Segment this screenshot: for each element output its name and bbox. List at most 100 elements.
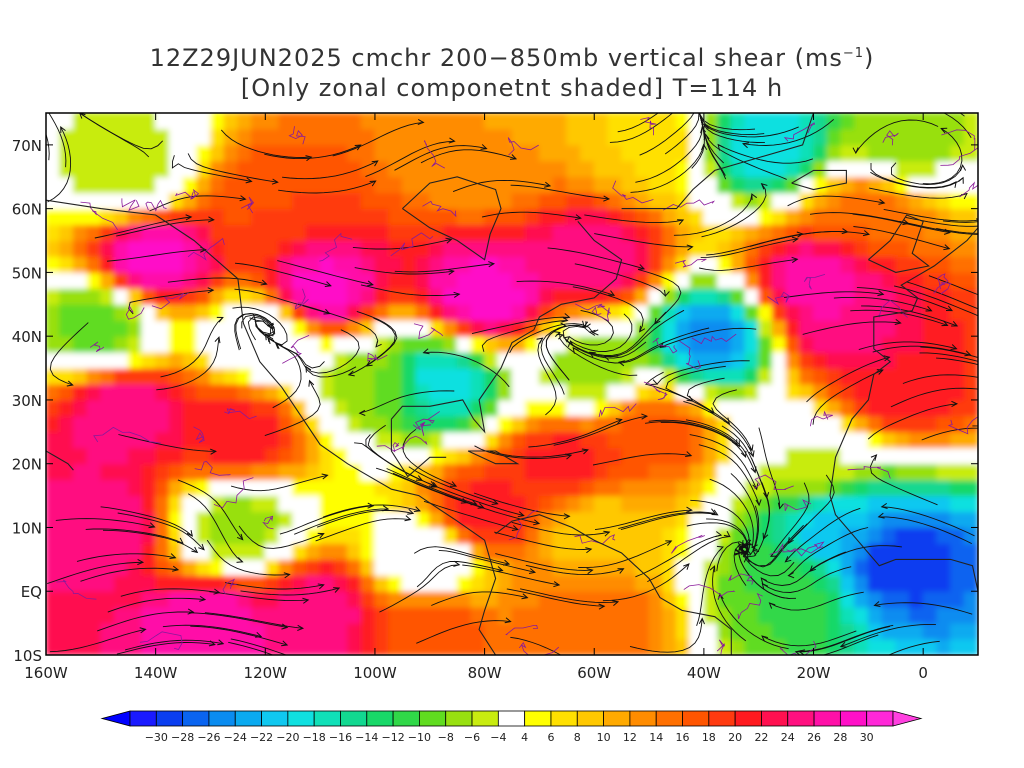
shade-cell bbox=[785, 431, 801, 449]
shade-cell bbox=[456, 447, 472, 465]
shade-cell bbox=[717, 240, 732, 257]
streamline bbox=[204, 612, 303, 629]
wind-contour bbox=[125, 305, 145, 320]
streamline-arrowhead bbox=[608, 290, 616, 296]
shade-cell bbox=[854, 606, 869, 624]
shade-cell bbox=[511, 542, 527, 560]
shade-cell bbox=[347, 574, 362, 592]
shade-cell bbox=[442, 383, 458, 401]
colorbar-label: −30 bbox=[145, 731, 168, 744]
shade-cell bbox=[141, 558, 157, 576]
shade-cell bbox=[442, 511, 458, 528]
shade-cell bbox=[497, 399, 513, 417]
shade-cell bbox=[936, 574, 952, 592]
colorbar-swatch bbox=[471, 710, 499, 727]
streamline bbox=[413, 546, 510, 565]
shade-cell bbox=[388, 526, 403, 544]
shade-cell bbox=[813, 287, 828, 305]
shade-cell bbox=[442, 495, 458, 513]
shade-cell bbox=[730, 113, 746, 130]
shade-cell bbox=[525, 367, 540, 385]
shade-cell bbox=[826, 415, 842, 433]
shade-cell bbox=[580, 399, 595, 417]
shade-cell bbox=[703, 287, 719, 305]
streamline-arrowhead bbox=[617, 360, 626, 367]
shade-cell bbox=[908, 431, 924, 449]
streamline bbox=[46, 132, 50, 161]
shade-cell bbox=[799, 399, 815, 417]
shade-cell bbox=[442, 367, 458, 385]
shade-cell bbox=[675, 463, 691, 481]
shade-cell bbox=[237, 383, 253, 401]
shade-cell bbox=[881, 367, 897, 385]
streamline-arrowhead bbox=[504, 617, 512, 624]
streamline bbox=[840, 623, 936, 648]
shade-cell bbox=[168, 319, 184, 337]
shade-cell bbox=[59, 558, 74, 576]
shade-cell bbox=[182, 335, 198, 353]
streamline-arrowhead bbox=[271, 178, 279, 185]
shade-cell bbox=[155, 415, 170, 433]
shade-cell bbox=[552, 399, 568, 417]
shade-cell bbox=[744, 351, 760, 369]
shade-cell bbox=[141, 255, 157, 273]
shade-cell bbox=[648, 351, 664, 369]
streamline-arrowhead bbox=[862, 230, 871, 237]
shade-cell bbox=[867, 606, 883, 624]
shade-cell bbox=[950, 542, 965, 560]
shade-cell bbox=[744, 638, 760, 655]
shade-cell bbox=[854, 192, 869, 210]
shade-cell bbox=[525, 271, 540, 289]
shade-cell bbox=[881, 638, 897, 655]
streamline bbox=[578, 540, 672, 569]
shade-cell bbox=[456, 463, 472, 481]
streamline bbox=[220, 129, 312, 158]
shade-cell bbox=[278, 511, 294, 528]
shade-cell bbox=[703, 383, 719, 401]
shade-cell bbox=[675, 224, 691, 242]
shade-cell bbox=[771, 160, 787, 178]
shade-cell bbox=[319, 160, 335, 178]
shade-cell bbox=[127, 271, 143, 289]
shade-cell bbox=[237, 367, 253, 385]
streamline-arrowhead bbox=[553, 331, 561, 337]
shade-cell bbox=[648, 128, 664, 146]
shade-cell bbox=[59, 113, 74, 130]
colorbar-label: 26 bbox=[807, 731, 821, 744]
shade-cell bbox=[922, 415, 938, 433]
wind-contour bbox=[754, 474, 794, 491]
lon-tick-label: 80W bbox=[468, 664, 502, 682]
shade-cell bbox=[826, 144, 842, 162]
shade-cell bbox=[950, 319, 965, 337]
shade-cell bbox=[840, 622, 856, 640]
shade-cell bbox=[456, 128, 472, 146]
shade-cell bbox=[237, 335, 253, 353]
streamline-arrowhead bbox=[305, 365, 312, 373]
shade-cell bbox=[593, 128, 609, 146]
shade-cell bbox=[442, 638, 458, 655]
shade-cell bbox=[881, 590, 897, 608]
shade-cell bbox=[278, 287, 294, 305]
shade-cell bbox=[429, 255, 444, 273]
shade-cell bbox=[401, 335, 417, 353]
shade-cell bbox=[251, 590, 266, 608]
shade-cell bbox=[347, 176, 362, 194]
shade-cell bbox=[305, 574, 321, 592]
shade-cell bbox=[813, 319, 828, 337]
shade-cell bbox=[813, 113, 828, 130]
shade-cell bbox=[908, 271, 924, 289]
streamline bbox=[49, 628, 146, 653]
shade-cell bbox=[278, 144, 294, 162]
shade-cell bbox=[950, 303, 965, 321]
shade-cell bbox=[237, 431, 253, 449]
shade-cell bbox=[840, 224, 856, 242]
shade-cell bbox=[429, 431, 444, 449]
shade-cell bbox=[86, 208, 102, 226]
shade-cell bbox=[511, 287, 527, 305]
shade-cell bbox=[744, 303, 760, 321]
streamline-arrowhead bbox=[367, 502, 375, 509]
shade-cell bbox=[237, 526, 253, 544]
streamline bbox=[254, 319, 325, 369]
shade-cell bbox=[703, 399, 719, 417]
shade-cell bbox=[429, 447, 444, 465]
